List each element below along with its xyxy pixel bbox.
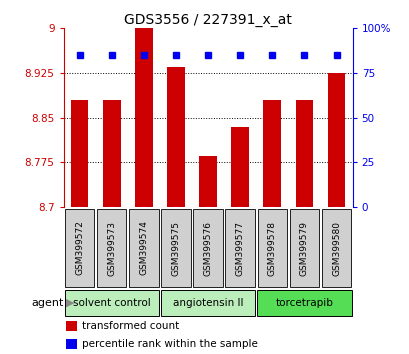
Bar: [257, 209, 286, 287]
Bar: [263, 100, 281, 207]
Text: angiotensin II: angiotensin II: [173, 298, 243, 308]
Text: GSM399578: GSM399578: [267, 221, 276, 275]
Title: GDS3556 / 227391_x_at: GDS3556 / 227391_x_at: [124, 13, 291, 27]
Bar: [129, 209, 158, 287]
Text: GSM399580: GSM399580: [331, 221, 340, 275]
Bar: [231, 127, 248, 207]
Bar: [327, 73, 344, 207]
Text: GSM399579: GSM399579: [299, 221, 308, 275]
Text: torcetrapib: torcetrapib: [275, 298, 333, 308]
Bar: [64, 290, 159, 316]
Bar: [256, 290, 351, 316]
Bar: [103, 100, 120, 207]
Text: GSM399576: GSM399576: [203, 221, 212, 275]
Text: GSM399575: GSM399575: [171, 221, 180, 275]
Text: GSM399574: GSM399574: [139, 221, 148, 275]
Text: agent: agent: [32, 298, 64, 308]
Text: transformed count: transformed count: [82, 321, 179, 331]
Text: percentile rank within the sample: percentile rank within the sample: [82, 339, 258, 349]
Text: GSM399577: GSM399577: [235, 221, 244, 275]
Bar: [289, 209, 319, 287]
Bar: [161, 209, 190, 287]
Bar: [65, 209, 94, 287]
Text: GSM399573: GSM399573: [107, 221, 116, 275]
Bar: [295, 100, 312, 207]
Bar: [66, 339, 76, 349]
Bar: [160, 290, 255, 316]
Text: ▶: ▶: [66, 298, 74, 308]
Bar: [66, 321, 76, 331]
Bar: [97, 209, 126, 287]
Bar: [225, 209, 254, 287]
Text: GSM399572: GSM399572: [75, 221, 84, 275]
Bar: [199, 156, 216, 207]
Bar: [71, 100, 88, 207]
Bar: [193, 209, 222, 287]
Bar: [135, 28, 152, 207]
Bar: [321, 209, 351, 287]
Text: solvent control: solvent control: [73, 298, 150, 308]
Bar: [167, 67, 184, 207]
